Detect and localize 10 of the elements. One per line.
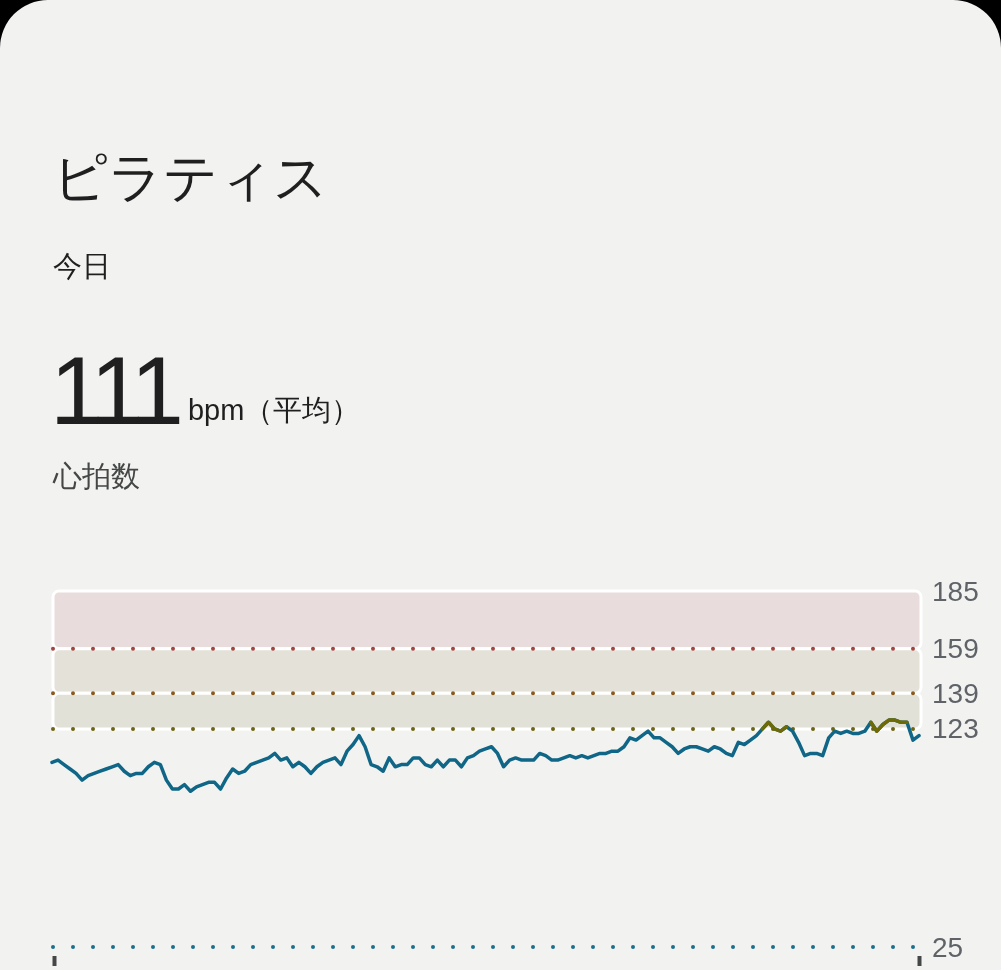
y-tick: 185: [932, 575, 979, 607]
annotation: 111: [50, 337, 178, 444]
y-tick: 159: [932, 633, 979, 665]
y-tick: 139: [932, 677, 979, 709]
y-tick: 123: [932, 713, 979, 745]
title: ピラティス: [53, 147, 328, 207]
annotation: bpm（平均）: [187, 394, 361, 426]
subtitle: 今日: [53, 250, 111, 282]
y-tick: 25: [932, 931, 964, 963]
annotation: 心拍数: [53, 460, 140, 492]
